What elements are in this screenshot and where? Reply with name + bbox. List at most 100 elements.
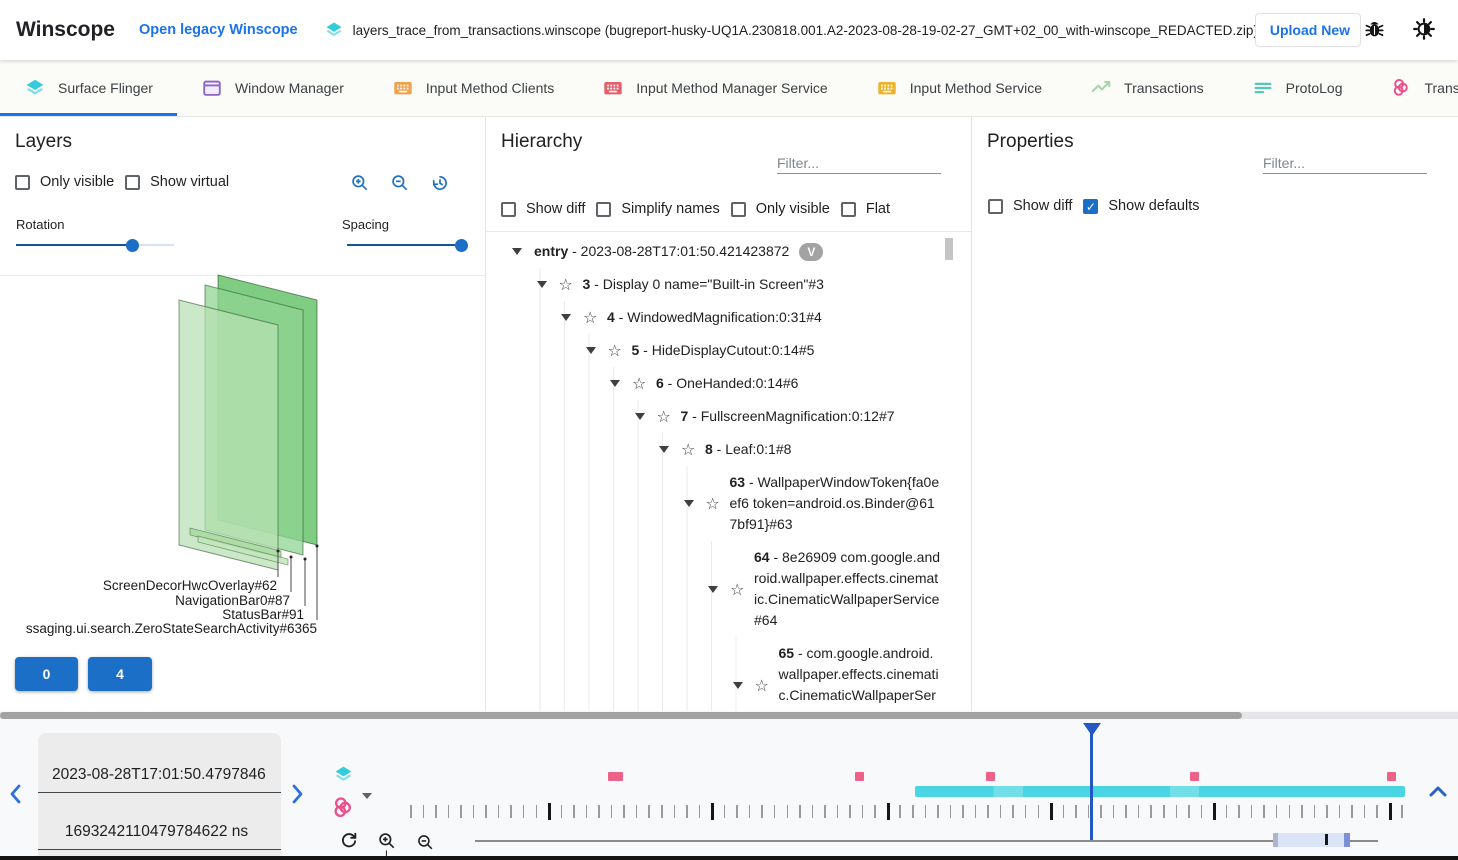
- checkbox-box[interactable]: [125, 174, 141, 190]
- tree-node[interactable]: ☆ 64 - 8e26909 com.google.android.wallpap…: [486, 541, 971, 637]
- tab-transitions[interactable]: Transitions: [1366, 60, 1458, 116]
- transition-marker[interactable]: [1387, 772, 1396, 781]
- layer-rect-front[interactable]: [178, 299, 279, 571]
- tree-node[interactable]: entry - 2023-08-28T17:01:50.421423872 V: [486, 235, 971, 268]
- tab-window-manager[interactable]: Window Manager: [177, 60, 368, 116]
- expand-caret-icon[interactable]: [585, 347, 608, 354]
- tree-node[interactable]: ☆ 8 - Leaf:0:1#8: [486, 433, 971, 466]
- tab-transactions[interactable]: Transactions: [1066, 60, 1228, 116]
- tab-protolog[interactable]: ProtoLog: [1228, 60, 1367, 116]
- pin-star-icon[interactable]: ☆: [754, 675, 769, 695]
- layer-rect-middle[interactable]: [204, 284, 304, 556]
- properties-show-diff-checkbox[interactable]: Show diff: [988, 198, 1072, 214]
- hierarchy-show-diff-checkbox[interactable]: Show diff: [501, 201, 585, 217]
- expand-caret-icon[interactable]: [683, 500, 706, 507]
- open-legacy-winscope-link[interactable]: Open legacy Winscope: [139, 22, 298, 38]
- human-time-field[interactable]: 2023-08-28T17:01:50.4797846: [38, 733, 281, 793]
- tree-node[interactable]: ☆ 6 - OneHanded:0:14#6: [486, 367, 971, 400]
- tree-node[interactable]: ☆ 5 - HideDisplayCutout:0:14#5: [486, 334, 971, 367]
- expand-caret-icon[interactable]: [512, 248, 534, 255]
- expand-caret-icon[interactable]: [732, 681, 755, 689]
- checkbox-box[interactable]: [501, 201, 516, 217]
- tree-scrollbar[interactable]: [945, 238, 953, 260]
- tree-node[interactable]: ☆ 4 - WindowedMagnification:0:31#4: [486, 301, 971, 334]
- tab-input-method-manager-service[interactable]: Input Method Manager Service: [578, 60, 851, 116]
- transition-marker[interactable]: [608, 772, 623, 781]
- trace-dropdown-caret[interactable]: [362, 787, 372, 802]
- sf-trace-track[interactable]: [915, 786, 1405, 797]
- transition-marker[interactable]: [986, 772, 995, 781]
- timeline-cursor[interactable]: [1090, 724, 1093, 841]
- timeline-zoom-in-button[interactable]: [377, 831, 397, 854]
- bug-icon: [1363, 17, 1386, 43]
- layer-rect-back[interactable]: [217, 274, 318, 546]
- timeline-zoom-out-button[interactable]: [416, 833, 435, 855]
- checkbox-label: Show defaults: [1108, 198, 1200, 214]
- prev-entry-button[interactable]: [8, 783, 23, 808]
- zoom-range-track[interactable]: [475, 840, 1378, 842]
- spacing-slider[interactable]: Spacing: [342, 217, 468, 252]
- checkbox-box[interactable]: [988, 198, 1003, 214]
- zoom-in-button[interactable]: [350, 173, 370, 196]
- reset-view-button[interactable]: [430, 173, 450, 196]
- spacing-handle[interactable]: [454, 238, 468, 252]
- tree-node[interactable]: ☆ 65 - com.google.android.wallpaper.effec…: [486, 637, 971, 711]
- layers-show-virtual-checkbox[interactable]: Show virtual: [125, 174, 229, 190]
- hierarchy-filter-input[interactable]: [777, 153, 941, 174]
- pin-star-icon[interactable]: ☆: [730, 579, 745, 599]
- properties-filter-input[interactable]: [1263, 153, 1427, 174]
- pin-star-icon[interactable]: ☆: [558, 275, 573, 294]
- properties-show-defaults-checkbox[interactable]: ✓ Show defaults: [1083, 198, 1199, 214]
- pin-star-icon[interactable]: ☆: [656, 407, 671, 426]
- main-horizontal-scrollbar-thumb[interactable]: [0, 712, 1242, 719]
- checkbox-box[interactable]: ✓: [1083, 198, 1099, 214]
- pin-star-icon[interactable]: ☆: [632, 374, 647, 393]
- hierarchy-simplify-names-checkbox[interactable]: Simplify names: [596, 201, 720, 217]
- hierarchy-only-visible-checkbox[interactable]: Only visible: [730, 201, 830, 217]
- timeline-reset-zoom-button[interactable]: [339, 830, 359, 853]
- zoom-range-selector[interactable]: [1273, 833, 1350, 847]
- upload-new-button[interactable]: Upload New: [1254, 13, 1361, 47]
- expand-caret-icon[interactable]: [561, 314, 583, 321]
- expand-caret-icon[interactable]: [610, 380, 632, 387]
- layers-only-visible-checkbox[interactable]: Only visible: [15, 174, 114, 190]
- checkbox-box[interactable]: [15, 174, 30, 190]
- checkbox-box[interactable]: [840, 201, 856, 217]
- report-bug-button[interactable]: [1361, 15, 1388, 45]
- rotation-track[interactable]: [16, 238, 174, 252]
- tree-node[interactable]: ☆ 63 - WallpaperWindowToken{fa0eef6 token…: [486, 466, 971, 541]
- checkbox-box[interactable]: [730, 201, 746, 217]
- rotation-handle[interactable]: [126, 238, 140, 252]
- transition-marker[interactable]: [1190, 772, 1199, 781]
- transition-marker[interactable]: [855, 772, 864, 781]
- display-button-4[interactable]: 4: [88, 657, 152, 691]
- collapse-timeline-button[interactable]: [1428, 785, 1448, 801]
- expand-caret-icon[interactable]: [536, 281, 559, 288]
- timeline-tick: [748, 805, 751, 818]
- pin-star-icon[interactable]: ☆: [681, 440, 696, 459]
- layer-strip-statusbar[interactable]: [197, 535, 289, 566]
- tab-input-method-service[interactable]: Input Method Service: [852, 60, 1066, 116]
- pin-star-icon[interactable]: ☆: [607, 341, 622, 360]
- sf-trace-selector[interactable]: [333, 764, 354, 788]
- expand-caret-icon[interactable]: [634, 413, 657, 420]
- rotation-slider[interactable]: Rotation: [16, 217, 174, 252]
- layer-strip-navbar[interactable]: [189, 527, 282, 559]
- tree-node[interactable]: ☆ 3 - Display 0 name="Built-in Screen"#3: [486, 268, 971, 301]
- checkbox-box[interactable]: [596, 201, 612, 217]
- spacing-track[interactable]: [347, 238, 468, 252]
- display-button-0[interactable]: 0: [15, 657, 78, 691]
- hierarchy-flat-checkbox[interactable]: Flat: [840, 201, 890, 217]
- tab-surface-flinger[interactable]: Surface Flinger: [0, 60, 177, 116]
- expand-caret-icon[interactable]: [708, 585, 730, 593]
- expand-caret-icon[interactable]: [659, 446, 681, 453]
- transitions-trace-selector[interactable]: [330, 795, 356, 824]
- next-entry-button[interactable]: [290, 783, 305, 808]
- pin-star-icon[interactable]: ☆: [583, 308, 598, 327]
- tab-input-method-clients[interactable]: Input Method Clients: [368, 60, 578, 116]
- tree-node[interactable]: ☆ 7 - FullscreenMagnification:0:12#7: [486, 400, 971, 433]
- ns-time-field[interactable]: 1693242110479784622 ns: [38, 793, 281, 850]
- zoom-out-button[interactable]: [390, 173, 410, 196]
- dark-mode-toggle[interactable]: [1410, 15, 1438, 46]
- pin-star-icon[interactable]: ☆: [705, 494, 720, 513]
